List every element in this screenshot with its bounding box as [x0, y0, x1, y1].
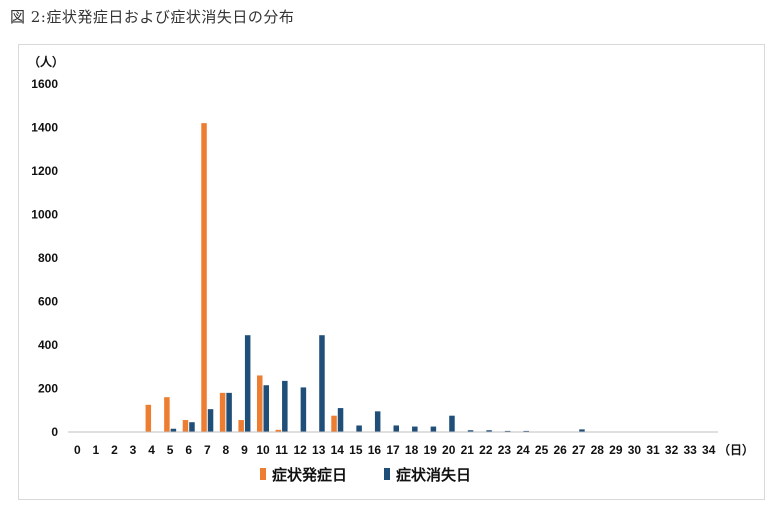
x-tick-label: 30 — [628, 443, 642, 457]
x-tick-label: 5 — [167, 443, 174, 457]
bar-resolution — [412, 426, 418, 432]
bars — [145, 123, 585, 433]
x-tick-label: 25 — [535, 443, 549, 457]
x-tick-label: 7 — [204, 443, 211, 457]
bar-resolution — [430, 426, 437, 432]
bar-onset — [257, 375, 263, 432]
x-tick-label: 8 — [223, 443, 230, 457]
bar-onset — [201, 123, 207, 433]
bar-onset — [275, 429, 282, 432]
bar-onset — [219, 392, 226, 432]
bar-resolution — [449, 415, 455, 432]
chart-frame — [18, 44, 765, 500]
bar-resolution — [356, 425, 362, 432]
y-tick-label: 800 — [38, 251, 58, 265]
legend-swatch — [384, 468, 390, 480]
bar-onset — [164, 397, 170, 432]
y-tick-label: 200 — [38, 382, 58, 396]
y-tick-label: 1400 — [31, 121, 58, 135]
y-tick-label: 0 — [51, 425, 58, 439]
x-tick-label: 21 — [461, 443, 475, 457]
x-tick-label: 12 — [293, 443, 307, 457]
y-tick-label: 400 — [38, 338, 58, 352]
x-tick-label: 6 — [185, 443, 192, 457]
bar-resolution — [467, 430, 474, 432]
bar-onset — [238, 420, 244, 432]
bar-resolution — [393, 425, 399, 432]
y-tick-label: 600 — [38, 295, 58, 309]
bar-onset — [331, 415, 337, 432]
x-tick-label: 1 — [93, 443, 100, 457]
x-tick-label: 33 — [683, 443, 697, 457]
y-tick-label: 1200 — [31, 164, 58, 178]
x-tick-label: 10 — [256, 443, 270, 457]
x-tick-label: 34 — [702, 443, 716, 457]
bar-resolution — [504, 430, 511, 432]
x-tick-label: 26 — [553, 443, 567, 457]
x-tick-label: 14 — [331, 443, 345, 457]
legend-label: 症状発症日 — [272, 466, 347, 484]
x-tick-label: 29 — [609, 443, 623, 457]
y-axis-ticks: 0 200 400 600 800 1000 1200 1400 1600 — [31, 77, 58, 439]
x-tick-label: 11 — [275, 443, 288, 457]
bar-resolution — [282, 380, 288, 432]
bar-resolution — [263, 385, 269, 432]
x-tick-label: 23 — [498, 443, 512, 457]
x-tick-label: 17 — [386, 443, 400, 457]
x-tick-label: 24 — [516, 443, 530, 457]
bar-resolution — [523, 430, 529, 432]
y-axis-unit-label: （人） — [28, 54, 64, 69]
x-tick-label: 20 — [442, 443, 456, 457]
x-tick-label: 3 — [130, 443, 137, 457]
x-tick-label: 13 — [312, 443, 326, 457]
x-axis-unit-label: （日） — [718, 442, 754, 457]
x-axis-ticks: 0 1 2 3 4 5 6 7 8 9 10 11 12 13 14 15 16 17 18 19 20 21 22 23 24… — [74, 443, 716, 457]
legend-label: 症状消失日 — [396, 466, 471, 484]
x-tick-label: 28 — [591, 443, 605, 457]
figure-title: 図 2:症状発症日および症状消失日の分布 — [10, 8, 295, 26]
x-tick-label: 19 — [423, 443, 437, 457]
bar-resolution — [374, 411, 381, 432]
x-tick-label: 31 — [646, 443, 660, 457]
x-tick-label: 27 — [572, 443, 586, 457]
x-tick-label: 4 — [148, 443, 155, 457]
bar-resolution — [226, 392, 232, 432]
bar-resolution — [207, 409, 214, 432]
x-tick-label: 22 — [479, 443, 493, 457]
bar-resolution — [189, 422, 195, 432]
bar-resolution — [579, 429, 585, 432]
bar-resolution — [300, 387, 307, 432]
x-tick-label: 18 — [405, 443, 419, 457]
bar-resolution — [337, 408, 344, 432]
bar-onset — [182, 420, 189, 432]
bar-onset — [145, 404, 152, 432]
x-tick-label: 32 — [665, 443, 679, 457]
x-tick-label: 16 — [368, 443, 382, 457]
x-tick-label: 0 — [74, 443, 81, 457]
x-tick-label: 15 — [349, 443, 363, 457]
bar-resolution — [319, 335, 325, 432]
x-tick-label: 9 — [241, 443, 248, 457]
y-tick-label: 1000 — [31, 208, 58, 222]
legend-swatch — [260, 468, 266, 480]
legend: 症状発症日 症状消失日 — [260, 466, 471, 484]
bar-resolution — [244, 335, 251, 432]
bar-resolution — [486, 430, 492, 432]
bar-resolution — [170, 428, 177, 432]
y-tick-label: 1600 — [31, 77, 58, 91]
x-tick-label: 2 — [111, 443, 118, 457]
